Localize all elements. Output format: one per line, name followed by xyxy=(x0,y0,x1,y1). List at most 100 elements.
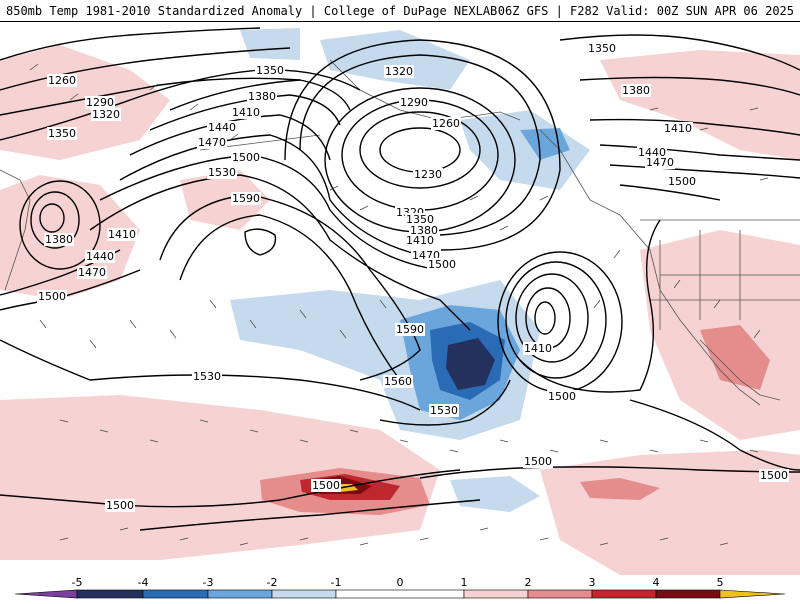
mexico-coast xyxy=(699,339,781,401)
strong-positive-anomaly-east xyxy=(580,478,660,500)
contour-label: 1500 xyxy=(428,258,456,271)
contour-label: 1380 xyxy=(410,224,438,237)
colorbar-svg: -5 -4 -3 -2 -1 0 1 2 3 4 5 xyxy=(14,576,786,599)
contour-label: 1410 xyxy=(232,106,260,119)
contour-label-background xyxy=(44,233,74,246)
contour-label: 1470 xyxy=(198,136,226,149)
map-header: 850mb Temp 1981-2010 Standardized Anomal… xyxy=(0,0,800,22)
anomaly-shading xyxy=(0,28,800,575)
contour-label-background xyxy=(247,90,277,103)
contour-ne-1410 xyxy=(589,118,800,136)
contour-east-low-4 xyxy=(505,261,607,379)
contour-label-background xyxy=(399,96,429,109)
contour-label: 1260 xyxy=(432,117,460,130)
contour-label-background xyxy=(231,151,261,164)
north-america-west-coast xyxy=(539,129,761,406)
contour-label-background xyxy=(107,228,137,241)
contour-1380-low xyxy=(284,39,561,251)
contour-label: 1590 xyxy=(232,192,260,205)
contour-label: 1410 xyxy=(524,342,552,355)
asia-coast xyxy=(0,169,31,291)
contour-label: 1290 xyxy=(400,96,428,109)
colorbar-tick: 0 xyxy=(397,576,404,589)
contour-1260-low xyxy=(359,111,481,189)
contour-1530-main xyxy=(89,174,471,331)
contour-label: 1470 xyxy=(78,266,106,279)
contour-ne-1440 xyxy=(599,144,800,161)
contour-label-background xyxy=(197,136,227,149)
contour-label: 1440 xyxy=(208,121,236,134)
contour-labels: 1260 1290 1320 1350 1350 1380 1410 1440 … xyxy=(37,42,789,512)
contour-ne-1500 xyxy=(619,184,721,201)
contour-label-background xyxy=(105,499,135,512)
contour-label-background xyxy=(207,121,237,134)
contour-label: 1470 xyxy=(646,156,674,169)
contour-label: 1410 xyxy=(406,234,434,247)
contour-ne-1470 xyxy=(609,164,800,179)
contour-label-background xyxy=(667,175,697,188)
colorbar-tick: 4 xyxy=(653,576,660,589)
contour-1500-southwest xyxy=(0,469,461,508)
contour-1500-east xyxy=(519,219,661,393)
colorbar-swatch-p2-p3 xyxy=(527,589,593,599)
contour-1350-low xyxy=(299,54,541,236)
colorbar-tick: 5 xyxy=(717,576,724,589)
contour-label: 1320 xyxy=(385,65,413,78)
colorbar-swatch-p1-p2 xyxy=(463,589,529,599)
strong-positive-anomaly-se xyxy=(700,325,770,390)
contour-1590-ridge xyxy=(159,194,421,381)
contour-1590-high xyxy=(244,228,277,256)
contour-label-background xyxy=(645,156,675,169)
contour-label: 1440 xyxy=(638,146,666,159)
colorbar-tick: -1 xyxy=(331,576,342,589)
header-model-run: 06Z GFS | F282 Valid: 00Z SUN APR 06 202… xyxy=(497,4,794,18)
contour-ne-1380 xyxy=(579,76,800,96)
contour-label-background xyxy=(523,342,553,355)
contour-label: 1560 xyxy=(384,375,412,388)
colorbar-swatch-m2-m1 xyxy=(271,589,337,599)
contour-label-background xyxy=(47,127,77,140)
contour-1470-main xyxy=(119,134,421,256)
contour-label-background xyxy=(192,370,222,383)
contour-label: 1410 xyxy=(664,122,692,135)
contour-label: 1500 xyxy=(312,479,340,492)
colorbar-tick: 3 xyxy=(589,576,596,589)
contour-label: 1380 xyxy=(248,90,276,103)
contour-label: 1320 xyxy=(92,108,120,121)
colorbar-swatches xyxy=(14,589,786,599)
contour-label: 1290 xyxy=(86,96,114,109)
contour-label-background xyxy=(427,258,457,271)
contour-ne-1350 xyxy=(559,34,800,71)
contour-label: 1350 xyxy=(588,42,616,55)
colorbar-tick: -5 xyxy=(72,576,83,589)
contour-label: 1350 xyxy=(48,127,76,140)
contour-label: 1440 xyxy=(86,250,114,263)
contour-label-background xyxy=(637,146,667,159)
contour-label-background xyxy=(85,250,115,263)
contour-east-low-1 xyxy=(534,301,556,335)
colorbar-tick: 2 xyxy=(525,576,532,589)
contour-label-background xyxy=(523,455,553,468)
contour-label: 1530 xyxy=(430,404,458,417)
contour-label-background xyxy=(255,64,285,77)
colorbar-swatch-p4-p5 xyxy=(655,589,721,599)
contour-1530-inner xyxy=(379,379,511,426)
contour-label: 1230 xyxy=(414,168,442,181)
colorbar: -5 -4 -3 -2 -1 0 1 2 3 4 5 xyxy=(0,575,800,600)
contour-label-background xyxy=(663,122,693,135)
contour-label: 1500 xyxy=(106,499,134,512)
contour-label-background xyxy=(311,479,341,492)
contour-1500-southeast xyxy=(629,399,800,471)
header-title: 850mb Temp 1981-2010 Standardized Anomal… xyxy=(6,4,498,18)
colorbar-swatch-p3-p4 xyxy=(591,589,657,599)
contour-1500-main xyxy=(99,154,441,271)
colorbar-swatch-lt-m5 xyxy=(14,589,78,599)
colorbar-swatch-m3-m2 xyxy=(207,589,273,599)
contour-label-background xyxy=(395,323,425,336)
contour-label-background xyxy=(431,117,461,130)
contour-west-1530 xyxy=(0,339,91,381)
contour-label: 1500 xyxy=(38,290,66,303)
contour-label: 1530 xyxy=(193,370,221,383)
contour-label-background xyxy=(47,74,77,87)
contour-label-background xyxy=(759,469,789,482)
